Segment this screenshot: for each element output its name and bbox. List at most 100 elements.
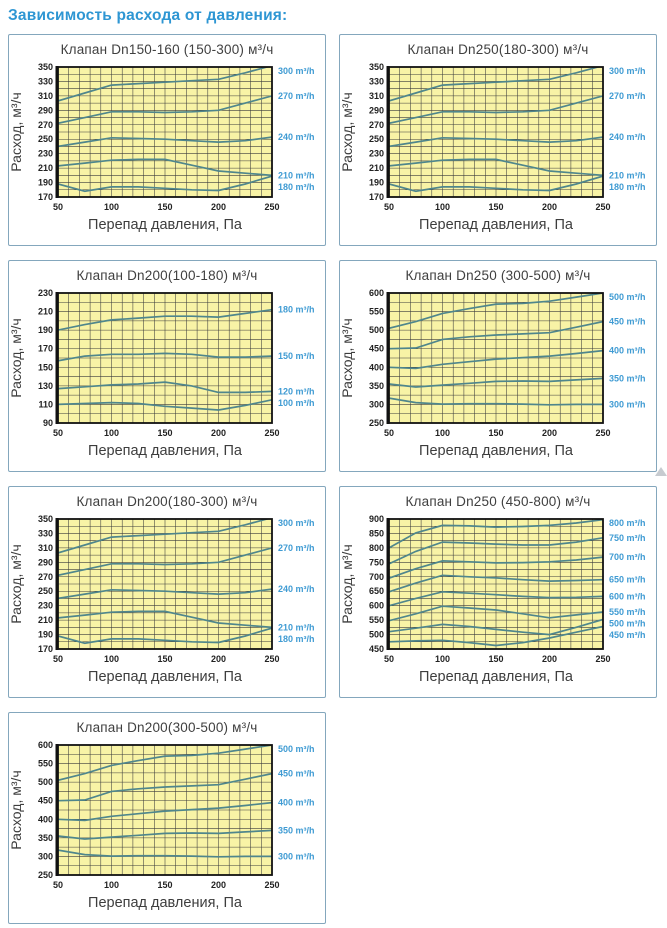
svg-text:210: 210	[369, 163, 384, 173]
svg-text:90: 90	[43, 418, 53, 428]
svg-text:350: 350	[38, 62, 53, 72]
svg-text:450: 450	[369, 344, 384, 354]
svg-text:450 m³/h: 450 m³/h	[609, 630, 646, 640]
svg-text:650 m³/h: 650 m³/h	[609, 575, 646, 585]
svg-text:270 m³/h: 270 m³/h	[278, 91, 315, 101]
chart-panel-dn250-300-500: Клапан Dn250 (300-500) м³/ч 250 300 350 400…	[339, 260, 657, 472]
svg-text:550: 550	[369, 615, 384, 625]
chart-panel-dn200-180-300: Клапан Dn200(180-300) м³/ч 170 190 210 230 2…	[8, 486, 326, 698]
page-edge-triangle-icon	[655, 467, 667, 476]
svg-text:450: 450	[38, 796, 53, 806]
svg-text:150 m³/h: 150 m³/h	[278, 351, 315, 361]
svg-text:700 m³/h: 700 m³/h	[609, 552, 646, 562]
svg-text:Расход, м³/ч: Расход, м³/ч	[10, 318, 24, 397]
svg-text:200: 200	[542, 654, 557, 664]
svg-text:290: 290	[38, 105, 53, 115]
svg-text:600: 600	[369, 288, 384, 298]
svg-text:190: 190	[38, 325, 53, 335]
svg-text:310: 310	[369, 91, 384, 101]
svg-text:190: 190	[369, 178, 384, 188]
svg-text:500: 500	[38, 777, 53, 787]
svg-text:800: 800	[369, 543, 384, 553]
svg-text:130: 130	[38, 381, 53, 391]
svg-text:230: 230	[38, 149, 53, 159]
svg-text:180 m³/h: 180 m³/h	[278, 634, 315, 644]
chart-title: Клапан Dn200(300-500) м³/ч	[76, 720, 258, 735]
svg-text:550 m³/h: 550 m³/h	[609, 607, 646, 617]
svg-text:500 m³/h: 500 m³/h	[278, 744, 315, 754]
svg-text:150: 150	[157, 202, 172, 212]
svg-text:450 m³/h: 450 m³/h	[278, 769, 315, 779]
svg-text:210 m³/h: 210 m³/h	[609, 170, 646, 180]
svg-text:100: 100	[435, 202, 450, 212]
svg-text:400: 400	[38, 814, 53, 824]
svg-text:170: 170	[38, 344, 53, 354]
svg-text:400 m³/h: 400 m³/h	[278, 798, 315, 808]
svg-text:Перепад давления, Па: Перепад давления, Па	[419, 443, 574, 459]
svg-text:170: 170	[38, 192, 53, 202]
svg-text:270 m³/h: 270 m³/h	[278, 543, 315, 553]
svg-text:350 m³/h: 350 m³/h	[278, 825, 315, 835]
svg-text:210 m³/h: 210 m³/h	[278, 622, 315, 632]
svg-text:230: 230	[369, 149, 384, 159]
svg-text:150: 150	[157, 654, 172, 664]
svg-text:250: 250	[369, 418, 384, 428]
svg-text:240 m³/h: 240 m³/h	[278, 132, 315, 142]
svg-text:100: 100	[435, 654, 450, 664]
svg-text:450: 450	[369, 644, 384, 654]
line-chart-dn200-100-180: 90 110 130 150 170 190 210 230 50 100 150 200 250 Рас…	[10, 288, 315, 459]
svg-text:250: 250	[264, 202, 279, 212]
charts-grid: Клапан Dn150-160 (150-300) м³/ч 170 190 21…	[8, 34, 659, 924]
svg-text:150: 150	[488, 202, 503, 212]
svg-text:650: 650	[369, 586, 384, 596]
line-chart-dn250-450-800: 450 500 550 600 650 700 750 800 850 900 50 100 150 20…	[341, 514, 646, 685]
svg-text:230: 230	[38, 601, 53, 611]
svg-text:310: 310	[38, 91, 53, 101]
chart-title: Клапан Dn250 (450-800) м³/ч	[405, 494, 591, 509]
svg-text:310: 310	[38, 543, 53, 553]
svg-text:270: 270	[38, 120, 53, 130]
svg-text:100: 100	[104, 428, 119, 438]
svg-text:500 m³/h: 500 m³/h	[609, 619, 646, 629]
svg-text:170: 170	[38, 644, 53, 654]
svg-text:Расход, м³/ч: Расход, м³/ч	[10, 92, 24, 171]
svg-text:250: 250	[264, 654, 279, 664]
chart-title: Клапан Dn200(100-180) м³/ч	[76, 268, 258, 283]
svg-text:150: 150	[157, 880, 172, 890]
svg-text:Перепад давления, Па: Перепад давления, Па	[419, 217, 574, 233]
svg-text:330: 330	[38, 76, 53, 86]
svg-text:300: 300	[38, 851, 53, 861]
svg-text:100: 100	[104, 654, 119, 664]
svg-text:800 m³/h: 800 m³/h	[609, 518, 646, 528]
line-chart-dn200-180-300: 170 190 210 230 250 270 290 310 330 350 50 100 150 20…	[10, 514, 315, 685]
svg-text:450 m³/h: 450 m³/h	[609, 317, 646, 327]
svg-text:500: 500	[369, 630, 384, 640]
svg-text:200: 200	[211, 202, 226, 212]
svg-text:Перепад давления, Па: Перепад давления, Па	[88, 895, 243, 911]
svg-text:100 m³/h: 100 m³/h	[278, 398, 315, 408]
svg-text:170: 170	[369, 192, 384, 202]
svg-text:Перепад давления, Па: Перепад давления, Па	[88, 669, 243, 685]
svg-text:150: 150	[157, 428, 172, 438]
svg-text:250: 250	[595, 202, 610, 212]
line-chart-dn250-180-300: 170 190 210 230 250 270 290 310 330 350 50 100 150 20…	[341, 62, 646, 233]
svg-text:250: 250	[38, 586, 53, 596]
svg-text:850: 850	[369, 528, 384, 538]
svg-text:Перепад давления, Па: Перепад давления, Па	[419, 669, 574, 685]
chart-title: Клапан Dn250 (300-500) м³/ч	[405, 268, 591, 283]
svg-text:350: 350	[38, 514, 53, 524]
svg-text:230: 230	[38, 288, 53, 298]
svg-text:250: 250	[38, 870, 53, 880]
svg-text:350: 350	[38, 833, 53, 843]
svg-text:100: 100	[104, 202, 119, 212]
svg-text:350 m³/h: 350 m³/h	[609, 373, 646, 383]
svg-text:600: 600	[38, 740, 53, 750]
chart-title: Клапан Dn150-160 (150-300) м³/ч	[60, 42, 274, 57]
svg-text:100: 100	[104, 880, 119, 890]
chart-panel-dn200-100-180: Клапан Dn200(100-180) м³/ч 90 110 130 150 17…	[8, 260, 326, 472]
svg-text:400 m³/h: 400 m³/h	[609, 346, 646, 356]
svg-text:240 m³/h: 240 m³/h	[609, 132, 646, 142]
svg-text:50: 50	[384, 202, 394, 212]
svg-text:750 m³/h: 750 m³/h	[609, 533, 646, 543]
svg-text:290: 290	[38, 557, 53, 567]
